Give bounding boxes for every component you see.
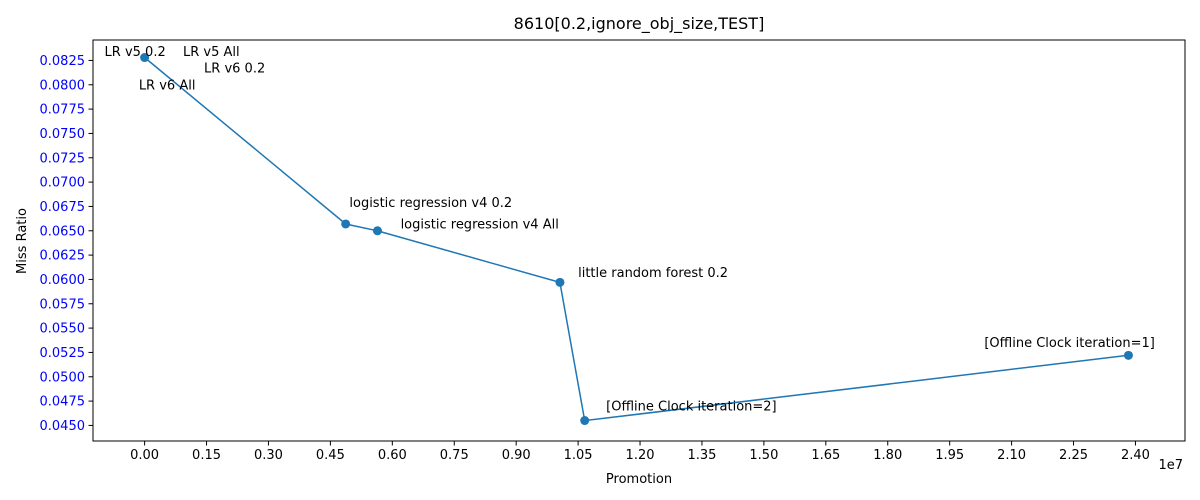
- x-tick-label: 1.65: [811, 448, 840, 463]
- x-tick-label: 2.10: [997, 448, 1026, 463]
- y-tick-label: 0.0625: [40, 249, 86, 264]
- y-tick-label: 0.0800: [40, 78, 86, 93]
- y-tick-label: 0.0500: [40, 370, 86, 385]
- data-point: [580, 416, 590, 426]
- y-tick-label: 0.0450: [40, 419, 86, 434]
- x-tick-label: 0.60: [378, 448, 407, 463]
- x-tick-label: 0.00: [130, 448, 159, 463]
- y-tick-label: 0.0725: [40, 151, 86, 166]
- y-tick-label: 0.0775: [40, 103, 86, 118]
- x-axis-offset-label: 1e7: [1158, 458, 1183, 473]
- x-tick-label: 0.90: [502, 448, 531, 463]
- point-annotation: LR v6 0.2: [204, 62, 265, 77]
- x-tick-label: 0.30: [254, 448, 283, 463]
- x-tick-label: 2.25: [1059, 448, 1088, 463]
- y-tick-label: 0.0550: [40, 322, 86, 337]
- data-point: [372, 226, 382, 236]
- point-annotation: [Offline Clock iteration=1]: [984, 336, 1154, 351]
- axes-frame: [92, 39, 1186, 442]
- point-annotation: LR v5 All: [183, 45, 240, 60]
- x-axis-label: Promotion: [606, 472, 672, 487]
- x-tick-label: 1.20: [626, 448, 655, 463]
- point-annotation: [Offline Clock iteration=2]: [606, 399, 776, 414]
- y-tick-label: 0.0525: [40, 346, 86, 361]
- data-point: [1123, 350, 1133, 360]
- y-axis-label: Miss Ratio: [15, 208, 30, 274]
- point-annotation: little random forest 0.2: [578, 266, 728, 281]
- y-tick-label: 0.0675: [40, 200, 86, 215]
- chart-title: 8610[0.2,ignore_obj_size,TEST]: [514, 14, 765, 34]
- x-tick-label: 0.45: [316, 448, 345, 463]
- x-tick-label: 0.75: [440, 448, 469, 463]
- plot-area: 0.00 0.15 0.30 0.45 0.60 0.75 0.90 1.05 1.20 1.35…: [40, 39, 1186, 463]
- y-tick-label: 0.0650: [40, 224, 86, 239]
- x-tick-label: 1.95: [935, 448, 964, 463]
- y-tick-label: 0.0700: [40, 176, 86, 191]
- y-tick-label: 0.0750: [40, 127, 86, 142]
- x-tick-label: 2.40: [1121, 448, 1150, 463]
- point-annotation: LR v5 0.2: [105, 45, 166, 60]
- series-line: [144, 56, 1129, 422]
- data-point: [341, 219, 351, 229]
- y-tick-label: 0.0475: [40, 395, 86, 410]
- x-tick-label: 0.15: [192, 448, 221, 463]
- point-annotation: logistic regression v4 0.2: [349, 196, 512, 211]
- x-tick-label: 1.50: [749, 448, 778, 463]
- y-tick-label: 0.0825: [40, 54, 86, 69]
- point-annotation: logistic regression v4 All: [401, 217, 559, 232]
- data-point: [140, 53, 150, 63]
- x-tick-label: 1.05: [564, 448, 593, 463]
- point-annotation: LR v6 All: [139, 78, 196, 93]
- y-tick-label: 0.0600: [40, 273, 86, 288]
- data-point: [555, 277, 565, 287]
- y-tick-label: 0.0575: [40, 297, 86, 312]
- x-tick-label: 1.35: [687, 448, 716, 463]
- x-tick-label: 1.80: [873, 448, 902, 463]
